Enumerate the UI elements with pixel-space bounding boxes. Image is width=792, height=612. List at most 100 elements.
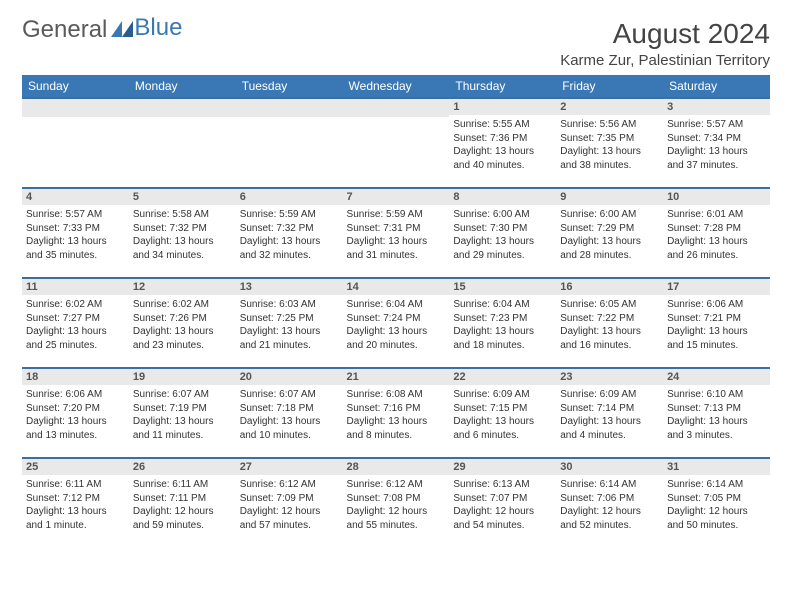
header: General Blue August 2024 Karme Zur, Pale… [22,18,770,69]
sunrise-text: Sunrise: 6:06 AM [26,388,125,402]
daylight-text-line2: and 37 minutes. [667,159,766,173]
day-number: 15 [449,277,556,295]
daylight-text-line1: Daylight: 12 hours [240,505,339,519]
calendar-day-cell: 13Sunrise: 6:03 AMSunset: 7:25 PMDayligh… [236,277,343,367]
day-details: Sunrise: 6:12 AMSunset: 7:08 PMDaylight:… [343,475,450,536]
daylight-text-line2: and 34 minutes. [133,249,232,263]
sunrise-text: Sunrise: 5:56 AM [560,118,659,132]
day-details: Sunrise: 6:09 AMSunset: 7:15 PMDaylight:… [449,385,556,446]
daylight-text-line2: and 32 minutes. [240,249,339,263]
weekday-header: Wednesday [343,75,450,97]
calendar-week-row: 25Sunrise: 6:11 AMSunset: 7:12 PMDayligh… [22,457,770,547]
daylight-text-line2: and 21 minutes. [240,339,339,353]
sunset-text: Sunset: 7:29 PM [560,222,659,236]
day-number: 22 [449,367,556,385]
sunset-text: Sunset: 7:19 PM [133,402,232,416]
calendar-day-cell: 27Sunrise: 6:12 AMSunset: 7:09 PMDayligh… [236,457,343,547]
day-number: 13 [236,277,343,295]
sunrise-text: Sunrise: 6:09 AM [560,388,659,402]
calendar-day-cell: 18Sunrise: 6:06 AMSunset: 7:20 PMDayligh… [22,367,129,457]
daylight-text-line1: Daylight: 12 hours [667,505,766,519]
daylight-text-line1: Daylight: 12 hours [347,505,446,519]
calendar-day-cell: 21Sunrise: 6:08 AMSunset: 7:16 PMDayligh… [343,367,450,457]
day-details: Sunrise: 6:14 AMSunset: 7:06 PMDaylight:… [556,475,663,536]
daylight-text-line1: Daylight: 13 hours [26,415,125,429]
sunset-text: Sunset: 7:25 PM [240,312,339,326]
daylight-text-line2: and 40 minutes. [453,159,552,173]
sunrise-text: Sunrise: 6:11 AM [133,478,232,492]
day-number: 2 [556,97,663,115]
daylight-text-line2: and 31 minutes. [347,249,446,263]
day-number: 28 [343,457,450,475]
day-number: 26 [129,457,236,475]
day-number: 9 [556,187,663,205]
daylight-text-line2: and 29 minutes. [453,249,552,263]
sunrise-text: Sunrise: 5:57 AM [26,208,125,222]
daylight-text-line2: and 25 minutes. [26,339,125,353]
calendar-day-cell: 17Sunrise: 6:06 AMSunset: 7:21 PMDayligh… [663,277,770,367]
day-number: 6 [236,187,343,205]
daylight-text-line1: Daylight: 13 hours [453,415,552,429]
daylight-text-line1: Daylight: 13 hours [133,235,232,249]
sunrise-text: Sunrise: 6:04 AM [453,298,552,312]
sunrise-text: Sunrise: 6:10 AM [667,388,766,402]
calendar-day-cell: 20Sunrise: 6:07 AMSunset: 7:18 PMDayligh… [236,367,343,457]
day-number-band-empty [236,97,343,117]
daylight-text-line1: Daylight: 13 hours [560,325,659,339]
calendar-day-cell: 31Sunrise: 6:14 AMSunset: 7:05 PMDayligh… [663,457,770,547]
daylight-text-line2: and 20 minutes. [347,339,446,353]
day-details: Sunrise: 6:11 AMSunset: 7:12 PMDaylight:… [22,475,129,536]
sunset-text: Sunset: 7:18 PM [240,402,339,416]
day-number: 27 [236,457,343,475]
sunset-text: Sunset: 7:05 PM [667,492,766,506]
sunrise-text: Sunrise: 5:57 AM [667,118,766,132]
daylight-text-line1: Daylight: 13 hours [347,325,446,339]
day-number: 14 [343,277,450,295]
day-number: 11 [22,277,129,295]
day-number: 31 [663,457,770,475]
weekday-header: Thursday [449,75,556,97]
day-details: Sunrise: 6:03 AMSunset: 7:25 PMDaylight:… [236,295,343,356]
sunset-text: Sunset: 7:35 PM [560,132,659,146]
daylight-text-line1: Daylight: 13 hours [133,415,232,429]
day-number: 25 [22,457,129,475]
daylight-text-line2: and 50 minutes. [667,519,766,533]
sunrise-text: Sunrise: 5:59 AM [240,208,339,222]
calendar-week-row: 18Sunrise: 6:06 AMSunset: 7:20 PMDayligh… [22,367,770,457]
sunset-text: Sunset: 7:12 PM [26,492,125,506]
sunrise-text: Sunrise: 6:13 AM [453,478,552,492]
daylight-text-line2: and 1 minute. [26,519,125,533]
sunrise-text: Sunrise: 6:04 AM [347,298,446,312]
day-number: 29 [449,457,556,475]
location-subtitle: Karme Zur, Palestinian Territory [560,52,770,69]
sunset-text: Sunset: 7:20 PM [26,402,125,416]
daylight-text-line1: Daylight: 12 hours [453,505,552,519]
day-number: 16 [556,277,663,295]
daylight-text-line2: and 11 minutes. [133,429,232,443]
day-number: 30 [556,457,663,475]
sunset-text: Sunset: 7:28 PM [667,222,766,236]
daylight-text-line1: Daylight: 13 hours [347,415,446,429]
sunset-text: Sunset: 7:34 PM [667,132,766,146]
calendar-day-cell: 19Sunrise: 6:07 AMSunset: 7:19 PMDayligh… [129,367,236,457]
day-details: Sunrise: 5:59 AMSunset: 7:32 PMDaylight:… [236,205,343,266]
day-details: Sunrise: 6:07 AMSunset: 7:18 PMDaylight:… [236,385,343,446]
calendar-day-cell [129,97,236,187]
day-number: 17 [663,277,770,295]
daylight-text-line1: Daylight: 12 hours [560,505,659,519]
daylight-text-line2: and 6 minutes. [453,429,552,443]
sunrise-text: Sunrise: 5:58 AM [133,208,232,222]
calendar-day-cell: 1Sunrise: 5:55 AMSunset: 7:36 PMDaylight… [449,97,556,187]
day-details: Sunrise: 5:57 AMSunset: 7:34 PMDaylight:… [663,115,770,176]
sunrise-text: Sunrise: 5:59 AM [347,208,446,222]
sunset-text: Sunset: 7:36 PM [453,132,552,146]
day-number: 3 [663,97,770,115]
day-number: 21 [343,367,450,385]
sunset-text: Sunset: 7:32 PM [133,222,232,236]
sunset-text: Sunset: 7:09 PM [240,492,339,506]
daylight-text-line1: Daylight: 13 hours [667,325,766,339]
daylight-text-line2: and 15 minutes. [667,339,766,353]
day-number: 24 [663,367,770,385]
day-number: 5 [129,187,236,205]
daylight-text-line1: Daylight: 13 hours [240,235,339,249]
